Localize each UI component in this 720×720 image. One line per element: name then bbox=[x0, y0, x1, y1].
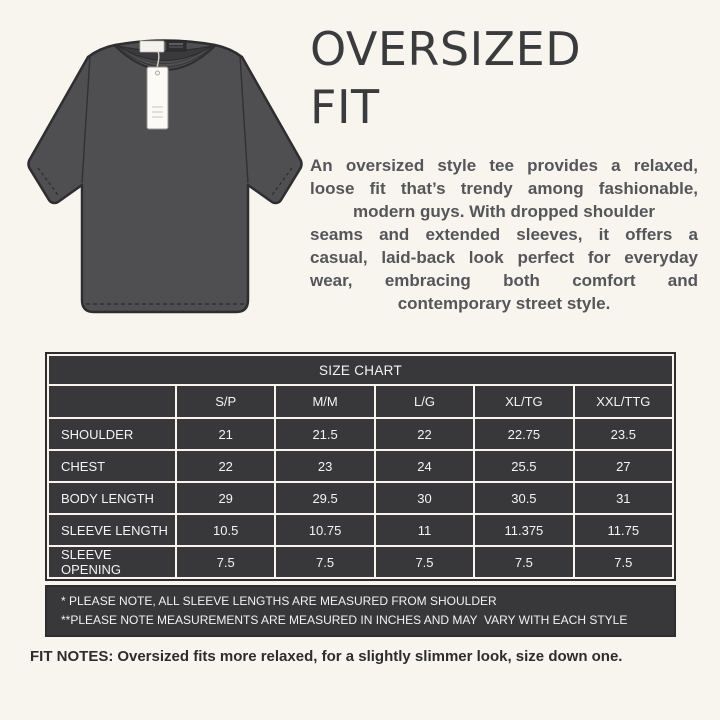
table-cell: 22.75 bbox=[475, 419, 573, 449]
table-cell: 29.5 bbox=[276, 483, 374, 513]
intro-section: OVERSIZED FIT An oversized style tee pro… bbox=[310, 20, 698, 315]
column-header-lg: L/G bbox=[375, 386, 474, 417]
table-cell: 7.5 bbox=[276, 547, 374, 577]
column-header-xxlttg: XXL/TTG bbox=[574, 386, 672, 417]
table-cell: 25.5 bbox=[475, 451, 573, 481]
description-line: wear, embracing both comfort and bbox=[310, 270, 698, 290]
table-cell: 22 bbox=[375, 419, 474, 449]
note-inches-vary: **PLEASE NOTE MEASUREMENTS ARE MEASURED … bbox=[61, 612, 628, 627]
size-chart-table: SIZE CHART S/P M/M L/G XL/TG XXL/TTG SHO… bbox=[45, 352, 676, 581]
table-cell: 24 bbox=[375, 451, 474, 481]
description-line: casual, laid-back look perfect for every… bbox=[310, 247, 698, 267]
row-label-shoulder: SHOULDER bbox=[49, 419, 175, 449]
table-cell: 10.5 bbox=[177, 515, 275, 545]
table-cell: 11 bbox=[375, 515, 474, 545]
note-sleeve-measured: * PLEASE NOTE, ALL SLEEVE LENGTHS ARE ME… bbox=[61, 594, 497, 608]
table-cell: 7.5 bbox=[375, 547, 474, 577]
description-line: contemporary street style. bbox=[397, 293, 611, 313]
column-header-empty bbox=[49, 386, 175, 417]
neck-label bbox=[139, 40, 165, 53]
column-header-xltg: XL/TG bbox=[475, 386, 573, 417]
measurement-notes: * PLEASE NOTE, ALL SLEEVE LENGTHS ARE ME… bbox=[45, 585, 676, 638]
table-cell: 11.75 bbox=[574, 515, 672, 545]
row-label-sleeve-opening: SLEEVE OPENING bbox=[49, 547, 175, 577]
fit-description: An oversized style tee provides a relaxe… bbox=[310, 154, 698, 315]
size-chart-section: SIZE CHART S/P M/M L/G XL/TG XXL/TTG SHO… bbox=[45, 352, 676, 638]
table-cell: 22 bbox=[177, 451, 275, 481]
column-header-mm: M/M bbox=[276, 386, 374, 417]
page-title: OVERSIZED FIT bbox=[310, 20, 698, 137]
table-cell: 10.75 bbox=[276, 515, 374, 545]
brand-label bbox=[166, 40, 187, 52]
row-label-body-length: BODY LENGTH bbox=[49, 483, 175, 513]
description-line: modern guys. With dropped shoulder bbox=[352, 201, 656, 221]
table-cell: 27 bbox=[574, 451, 672, 481]
size-chart-title: SIZE CHART bbox=[49, 356, 672, 384]
description-line: An oversized style tee provides a relaxe… bbox=[310, 155, 698, 175]
oversized-tee-drawing bbox=[27, 39, 303, 314]
page-title-line1: OVERSIZED bbox=[310, 22, 582, 76]
hang-tag bbox=[146, 66, 169, 130]
table-cell: 7.5 bbox=[475, 547, 573, 577]
table-cell: 21.5 bbox=[276, 419, 374, 449]
tshirt-illustration bbox=[8, 8, 308, 324]
table-cell: 7.5 bbox=[574, 547, 672, 577]
fit-notes-text: Oversized fits more relaxed, for a sligh… bbox=[117, 648, 623, 665]
table-cell: 7.5 bbox=[177, 547, 275, 577]
page-title-line2: FIT bbox=[310, 80, 380, 135]
table-cell: 30 bbox=[375, 483, 474, 513]
table-cell: 11.375 bbox=[475, 515, 573, 545]
row-label-sleeve-length: SLEEVE LENGTH bbox=[49, 515, 175, 545]
table-cell: 30.5 bbox=[475, 483, 573, 513]
table-cell: 31 bbox=[574, 483, 672, 513]
fit-notes: FIT NOTES: Oversized fits more relaxed, f… bbox=[30, 648, 700, 665]
table-cell: 21 bbox=[177, 419, 275, 449]
column-header-sp: S/P bbox=[177, 386, 275, 417]
table-cell: 23.5 bbox=[574, 419, 672, 449]
row-label-chest: CHEST bbox=[49, 451, 175, 481]
table-cell: 23 bbox=[276, 451, 374, 481]
description-line: loose fit that’s trendy among fashionabl… bbox=[310, 178, 698, 198]
fit-notes-label: FIT NOTES: bbox=[30, 648, 114, 665]
description-line: seams and extended sleeves, it offers a bbox=[310, 224, 698, 244]
table-cell: 29 bbox=[177, 483, 275, 513]
